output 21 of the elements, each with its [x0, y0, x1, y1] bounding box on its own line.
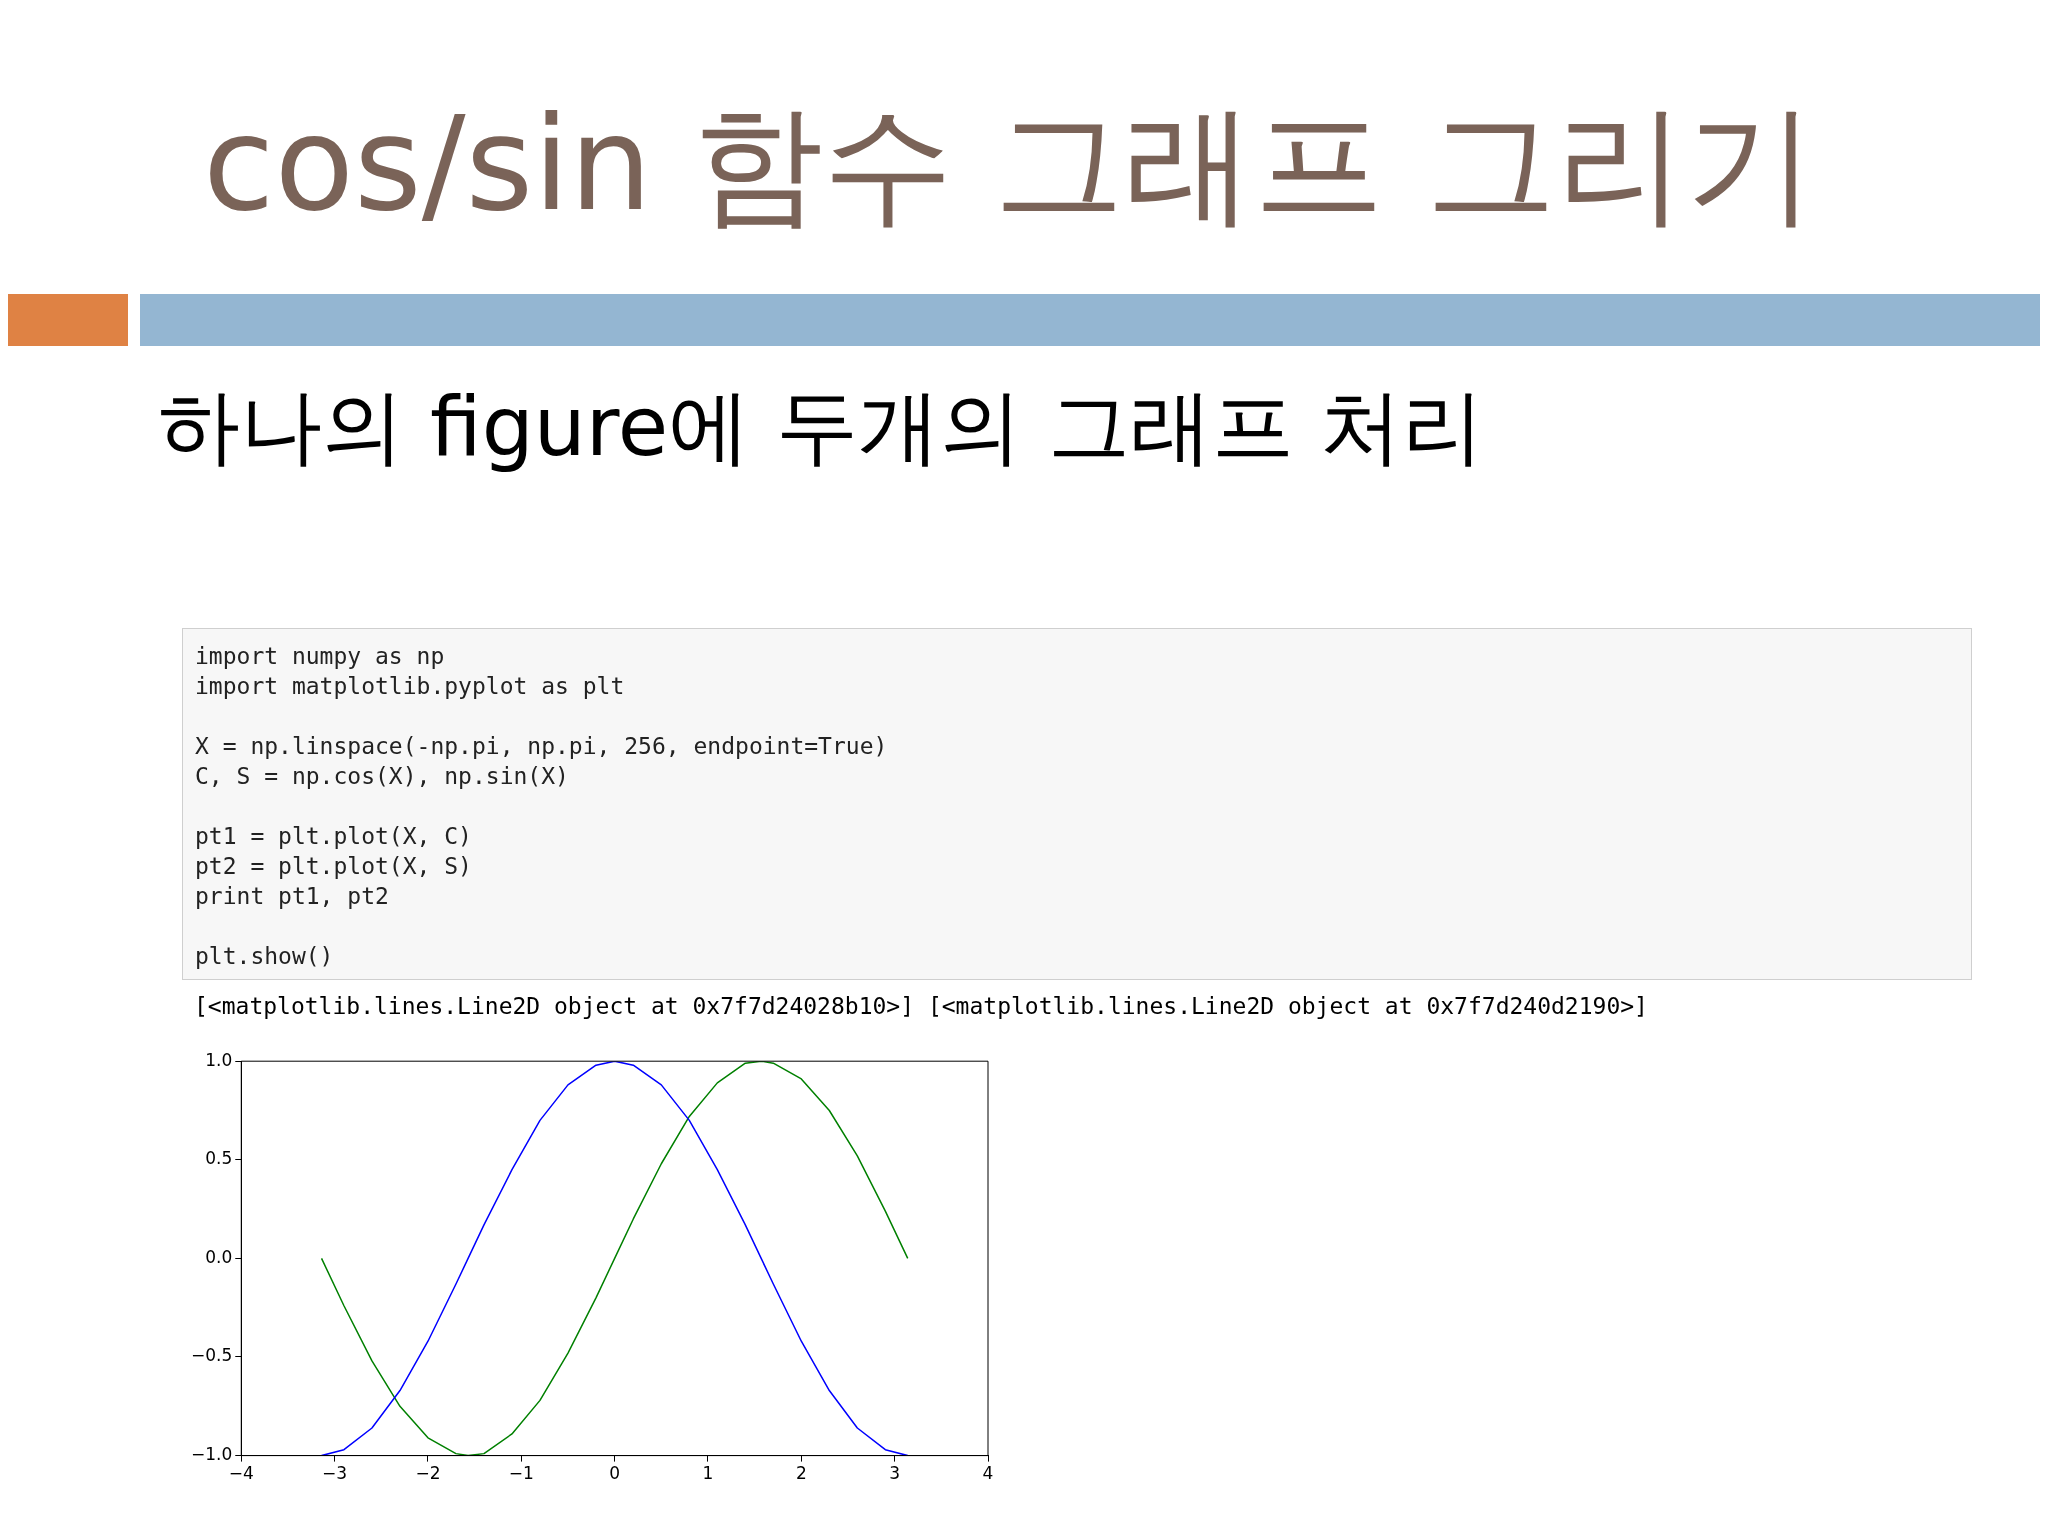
x-tick-label: −2 — [415, 1463, 441, 1484]
x-tick-label: 3 — [889, 1463, 901, 1484]
x-tick-label: 1 — [702, 1463, 714, 1484]
text: pt1 = plt.plot(X, C) pt2 = plt.plot(X, S) print pt1, pt2 — [195, 822, 473, 911]
x-tick-label: 0 — [609, 1463, 621, 1484]
x-tick-label: −1 — [508, 1463, 534, 1484]
chart-subtitle: 하나의 figure에 두개의 그래프 처리 — [158, 378, 1485, 476]
x-tick-label: 2 — [795, 1463, 807, 1484]
y-tick-label: 0.0 — [205, 1246, 233, 1267]
text: import numpy as np import matplotlib.pyplot as plt — [195, 642, 626, 701]
y-tick-label: 1.0 — [205, 1049, 233, 1070]
text: [<matplotlib.lines.Line2D object at 0x7f7d24028b10>] [<matplotlib.lines.Line2D object at 0x7f7d240d2190>] — [194, 993, 1648, 1019]
chart-title: cos/sin 함수 그래프 그리기 — [203, 87, 1816, 242]
x-tick-label: −3 — [322, 1463, 348, 1484]
x-tick-label: −4 — [228, 1463, 254, 1484]
x-tick-label: 4 — [982, 1463, 994, 1484]
y-tick-label: −0.5 — [191, 1345, 233, 1366]
text: X = np.linspace(-np.pi, np.pi, 256, endpoint=True) C, S = np.cos(X), np.sin(X) — [195, 732, 889, 791]
y-tick-label: −1.0 — [191, 1444, 233, 1465]
y-tick-label: 0.5 — [205, 1148, 233, 1169]
text: plt.show() — [195, 942, 335, 971]
